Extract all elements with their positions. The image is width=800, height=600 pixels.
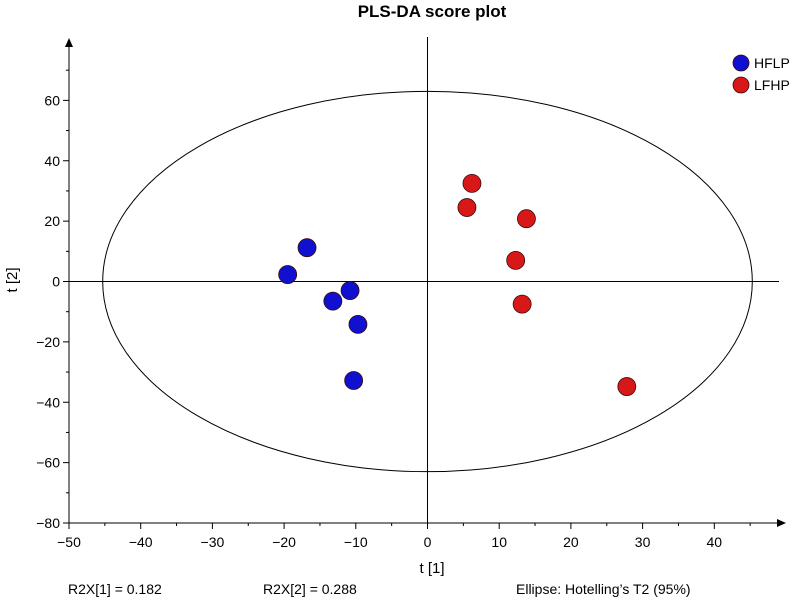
legend-label-lfhp: LFHP bbox=[754, 77, 790, 93]
x-tick-label: −10 bbox=[344, 534, 368, 550]
y-tick-label: 20 bbox=[44, 213, 60, 229]
x-tick-label: 40 bbox=[707, 534, 723, 550]
legend: HFLP LFHP bbox=[732, 54, 790, 94]
x-tick-label: −20 bbox=[272, 534, 296, 550]
hflp-point bbox=[323, 291, 343, 311]
x-axis-label: t [1] bbox=[419, 560, 444, 577]
y-tick-label: −20 bbox=[36, 334, 60, 350]
y-tick-label: −60 bbox=[36, 455, 60, 471]
x-tick-label: −50 bbox=[57, 534, 81, 550]
hflp-point bbox=[340, 281, 360, 300]
hflp-point bbox=[344, 371, 364, 390]
r2x1-annotation: R2X[1] = 0.182 bbox=[68, 581, 162, 597]
x-tick-label: −30 bbox=[201, 534, 225, 550]
legend-label-hflp: HFLP bbox=[754, 55, 790, 71]
lfhp-point bbox=[506, 250, 526, 270]
y-tick-label: −40 bbox=[36, 394, 60, 410]
legend-marker-lfhp bbox=[732, 76, 750, 94]
lfhp-point bbox=[617, 377, 637, 396]
x-tick-label: 0 bbox=[424, 534, 432, 550]
r2x2-annotation: R2X[2] = 0.288 bbox=[263, 581, 357, 597]
hflp-point bbox=[297, 238, 317, 258]
x-tick-label: 10 bbox=[491, 534, 507, 550]
legend-marker-hflp bbox=[732, 54, 750, 72]
ellipse-annotation: Ellipse: Hotelling’s T2 (95%) bbox=[516, 581, 691, 597]
data-points bbox=[278, 173, 637, 396]
hflp-point bbox=[348, 314, 368, 334]
chart-title: PLS-DA score plot bbox=[358, 2, 507, 21]
x-axis-arrow bbox=[777, 519, 786, 527]
y-tick-label: −80 bbox=[36, 515, 60, 531]
hflp-point bbox=[278, 265, 298, 284]
lfhp-point bbox=[517, 209, 536, 229]
lfhp-point bbox=[457, 198, 477, 217]
lfhp-point bbox=[462, 173, 482, 193]
lfhp-point bbox=[512, 294, 532, 314]
axes: −50 −40 −30 −20 −10 0 10 20 30 40 −80 −60 −40 −20 0 20 4… bbox=[36, 37, 786, 550]
y-tick-label: 0 bbox=[52, 274, 60, 290]
x-tick-label: −40 bbox=[129, 534, 153, 550]
y-axis-arrow bbox=[65, 38, 73, 47]
y-tick-label: 40 bbox=[44, 153, 60, 169]
y-axis-label: t [2] bbox=[4, 267, 21, 292]
x-tick-label: 30 bbox=[635, 534, 651, 550]
y-tick-label: 60 bbox=[44, 92, 60, 108]
x-tick-label: 20 bbox=[563, 534, 579, 550]
